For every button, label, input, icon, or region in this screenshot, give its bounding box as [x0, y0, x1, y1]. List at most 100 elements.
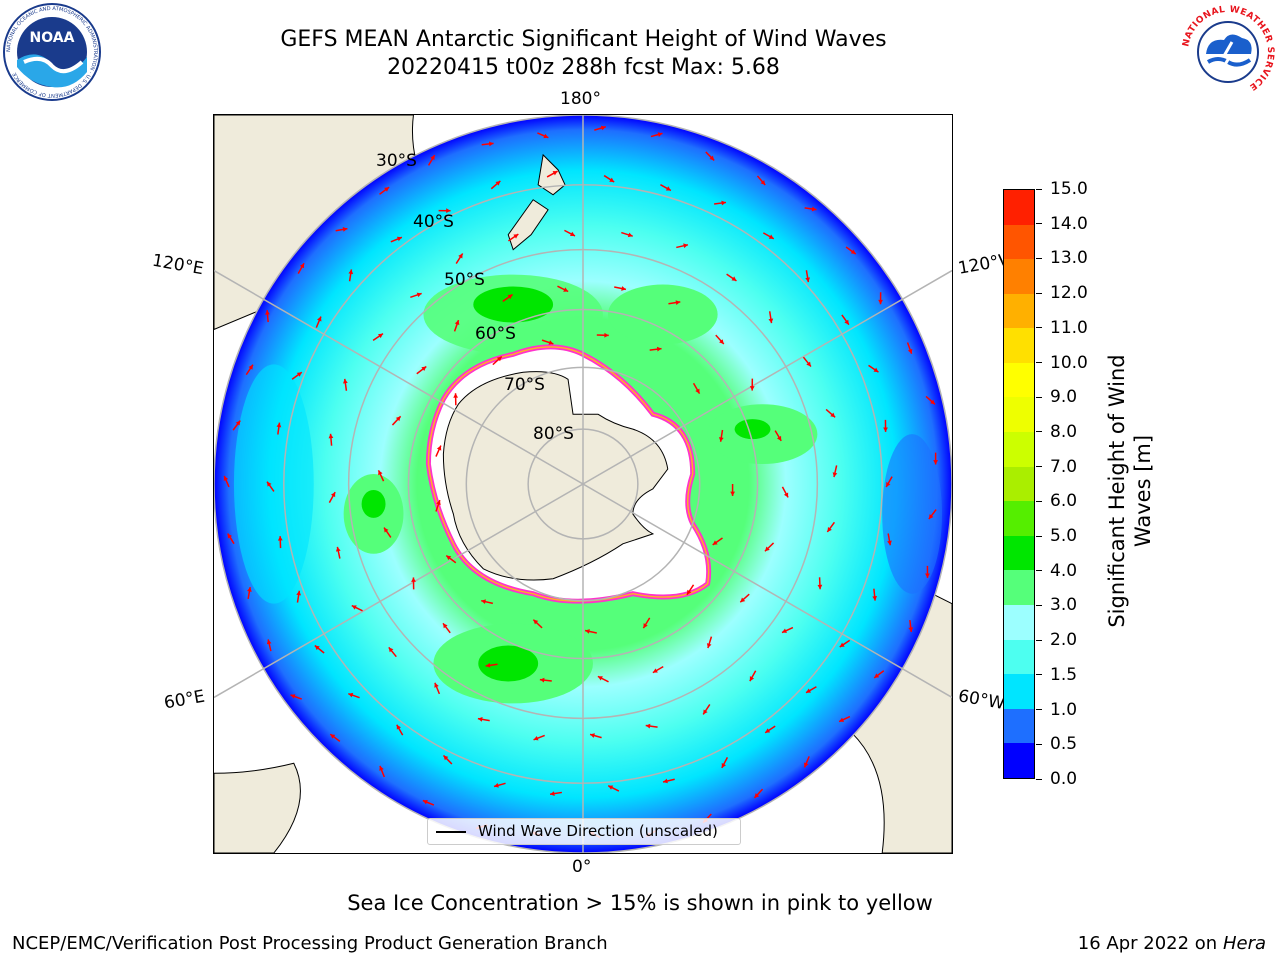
- colorbar-tick-mark: [1036, 500, 1042, 502]
- wave-arrow-head: [443, 755, 449, 761]
- wave-arrow-head: [874, 673, 880, 678]
- colorbar-band: [1004, 605, 1034, 640]
- wave-arrow-head: [248, 364, 253, 370]
- colorbar-label: Significant Height of Wind Waves [m]: [1100, 250, 1160, 720]
- wave-arrow-head: [731, 276, 737, 281]
- wave-arrow-head: [907, 348, 913, 354]
- wave-arrow-head: [872, 596, 878, 601]
- wave-arrow-head: [485, 662, 491, 668]
- lat-label-70s: 70°S: [504, 375, 545, 395]
- wave-arrow-head: [453, 393, 459, 398]
- lat-label-50s: 50°S: [444, 270, 485, 290]
- wave-arrow-head: [314, 645, 320, 651]
- colorbar-tick-label: 14.0: [1050, 213, 1088, 234]
- sea-ice-inner: [427, 346, 710, 602]
- graticule: [214, 115, 952, 853]
- wave-arrow-head: [348, 692, 354, 698]
- wave-arrow-head: [513, 234, 519, 239]
- noaa-logo: NATIONAL OCEANIC AND ATMOSPHERIC ADMINIS…: [3, 3, 101, 101]
- colorbar-tick-mark: [1036, 639, 1042, 641]
- wave-arrow-head: [886, 482, 891, 488]
- wave-arrow-head: [712, 540, 718, 545]
- wave-arrow-head: [563, 287, 569, 292]
- wave-arrow-head: [227, 533, 233, 539]
- wave-arrow-head: [550, 791, 555, 796]
- colorbar-band: [1004, 259, 1034, 294]
- colorbar-tick-mark: [1036, 292, 1042, 294]
- colorbar-tick-mark: [1036, 431, 1042, 433]
- wave-arrow-head: [657, 132, 663, 137]
- wave-arrow-head: [416, 292, 422, 298]
- colorbar-tick-mark: [1036, 362, 1042, 364]
- lon-label-120w: 120°W: [956, 251, 1005, 279]
- wave-arrow-head: [740, 597, 746, 603]
- wave-arrow-head: [548, 340, 554, 345]
- colorbar-band: [1004, 570, 1034, 606]
- colorbar-tick-label: 10.0: [1050, 352, 1088, 373]
- machine-name: Hera: [1222, 933, 1266, 954]
- colorbar-label-line1: Significant Height of Wind: [1105, 354, 1129, 628]
- colorbar-tick-label: 2.0: [1050, 630, 1078, 651]
- wave-arrow-head: [765, 728, 771, 733]
- wave-arrow-head: [665, 186, 671, 191]
- wave-arrow-head: [804, 762, 809, 768]
- wave-patch-5: [734, 419, 771, 440]
- wave-arrow-head: [396, 236, 402, 242]
- colorbar-tick-label: 9.0: [1050, 387, 1078, 408]
- credit-text: NCEP/EMC/Verification Post Processing Pr…: [12, 933, 608, 954]
- wave-arrow-head: [384, 527, 389, 533]
- wave-arrow-head: [878, 299, 883, 305]
- wave-arrow-head: [839, 642, 845, 648]
- wave-arrow-head: [422, 799, 428, 805]
- colorbar-band: [1004, 224, 1034, 260]
- wave-arrow-head: [481, 599, 486, 605]
- wave-arrow-head: [706, 643, 712, 649]
- colorbar-tick-mark: [1036, 778, 1042, 780]
- wave-arrow-head: [590, 733, 595, 738]
- africa-land: [214, 762, 301, 853]
- wave-arrow-head: [805, 277, 811, 283]
- wave-arrow-head: [396, 724, 402, 730]
- wave-patch-3: [607, 284, 718, 345]
- wave-arrow-head: [652, 668, 658, 673]
- wave-arrow-head: [421, 366, 427, 372]
- colorbar-tick-mark: [1036, 396, 1042, 398]
- lat-label-60s: 60°S: [475, 324, 516, 344]
- colorbar-tick-label: 11.0: [1050, 317, 1088, 338]
- wave-arrow-head: [806, 688, 812, 693]
- wave-arrow-head: [494, 783, 499, 788]
- colorbar-tick-label: 7.0: [1050, 456, 1078, 477]
- wave-arrow-head: [436, 500, 441, 506]
- wave-arrow-head: [760, 180, 766, 186]
- colorbar-band: [1004, 535, 1034, 571]
- wave-arrow-head: [754, 793, 760, 798]
- wave-arrow-head: [730, 491, 735, 496]
- colorbar-tick-mark: [1036, 604, 1042, 606]
- colorbar-tick-label: 15.0: [1050, 179, 1088, 199]
- wave-arrow-head: [925, 573, 930, 578]
- colorbar-band: [1004, 362, 1034, 398]
- wave-arrow-head: [627, 232, 633, 238]
- wave-arrow-head: [351, 605, 357, 610]
- wave-arrow-head: [247, 587, 252, 592]
- map-frame: [213, 114, 953, 854]
- wave-arrow-head: [721, 762, 726, 768]
- colorbar-band: [1004, 639, 1034, 675]
- colorbar-tick-label: 0.0: [1050, 769, 1078, 789]
- wave-arrow-head: [887, 540, 892, 546]
- wave-arrow-head: [299, 263, 305, 269]
- wave-arrow-head: [379, 765, 384, 771]
- wave-arrow-head: [764, 546, 770, 552]
- wave-arrow-head: [643, 623, 648, 629]
- colorbar-tick-mark: [1036, 674, 1042, 676]
- wave-arrow-head: [539, 677, 545, 683]
- colorbar-band: [1004, 328, 1034, 363]
- wave-arrow-head: [675, 300, 681, 305]
- wave-arrow-head: [930, 399, 936, 405]
- wave-arrow-head: [330, 734, 336, 739]
- colorbar-tick-mark: [1036, 570, 1042, 572]
- wave-arrow-head: [235, 420, 241, 426]
- wave-arrow-head: [533, 735, 539, 741]
- wave-arrow-head: [806, 361, 811, 367]
- wave-arrow-head: [749, 676, 755, 682]
